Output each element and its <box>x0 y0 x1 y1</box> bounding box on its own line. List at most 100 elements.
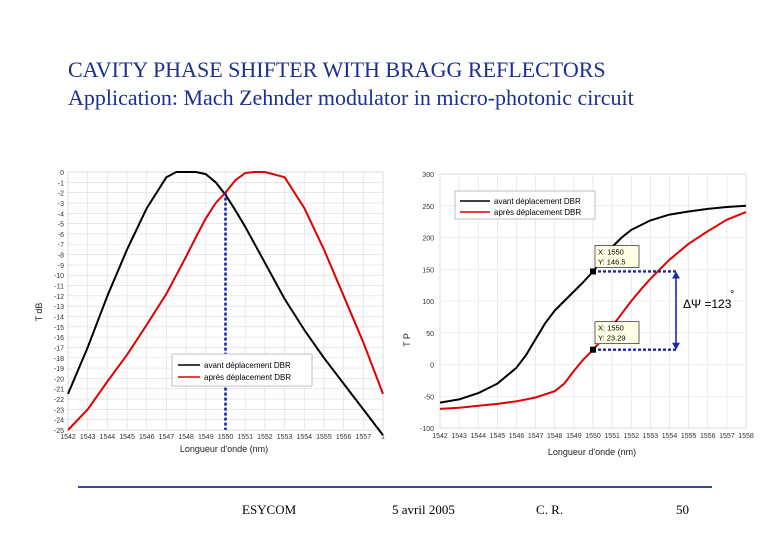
c1-ytick-label: -4 <box>58 211 64 218</box>
c1-xtick-label: 1 <box>381 434 385 441</box>
c2-xtick-label: 1544 <box>470 433 486 440</box>
c1-ytick-label: -24 <box>54 418 64 425</box>
c1-xlabel: Longueur d'onde (nm) <box>180 444 268 454</box>
c1-grid <box>67 171 384 431</box>
c1-ylabel: T dB <box>34 303 44 322</box>
c1-ytick-label: -15 <box>54 325 64 332</box>
c2-xtick-label: 1556 <box>700 433 716 440</box>
footer-author: C. R. <box>536 502 564 517</box>
c2-datatip-point <box>590 346 596 353</box>
c1-legend-label-before: avant déplacement DBR <box>204 361 291 370</box>
c1-ytick-label: -1 <box>58 180 64 187</box>
c2-annotation-text: ΔΨ =123 <box>683 297 732 311</box>
c1-ytick-label: -19 <box>54 366 64 373</box>
c2-datatip-y: Y: 146.5 <box>598 257 626 266</box>
c1-xtick-label: 1547 <box>159 434 175 441</box>
c1-xtick-label: 1546 <box>139 434 155 441</box>
c2-legend-box <box>454 190 596 220</box>
c1-ytick-label: -18 <box>54 356 64 363</box>
c1-xtick-label: 1556 <box>336 434 352 441</box>
c2-datatip-x: X: 1550 <box>598 247 624 256</box>
c2-xtick-label: 1552 <box>623 433 639 440</box>
c2-xlabel: Longueur d'onde (nm) <box>548 447 636 457</box>
c1-xtick-label: 1552 <box>257 434 273 441</box>
c2-series-after-line <box>439 211 747 410</box>
c2-ytick-label: 100 <box>422 299 434 306</box>
c1-ytick-label: -25 <box>54 428 64 435</box>
c1-ytick-label: -12 <box>54 294 64 301</box>
c2-ytick-label: 150 <box>422 267 434 274</box>
c1-ytick-label: -6 <box>58 232 64 239</box>
c1-ytick-label: -2 <box>58 191 64 198</box>
c2-delta-arrow-head-top <box>672 271 680 279</box>
c1-xtick-label: 1543 <box>80 434 96 441</box>
slide-title: CAVITY PHASE SHIFTER WITH BRAGG REFLECTO… <box>68 56 634 112</box>
c2-xtick-label: 1543 <box>451 433 467 440</box>
c2-series-before-line <box>439 204 747 404</box>
c1-legend: avant déplacement DBR après déplacement … <box>171 353 313 387</box>
c2-legend-label-after: après déplacement DBR <box>494 208 581 217</box>
c2-phase-annotation: ΔΨ =123 ° <box>683 289 734 311</box>
c1-xtick-label: 1542 <box>60 434 76 441</box>
c2-xtick-label: 1547 <box>528 433 544 440</box>
c1-xtick-label: 1544 <box>100 434 116 441</box>
c2-xtick-label: 1550 <box>585 433 601 440</box>
c1-ytick-label: -13 <box>54 304 64 311</box>
c1-xtick-label: 1548 <box>178 434 194 441</box>
footer-page-number: 50 <box>676 502 689 517</box>
c2-datatip-point <box>590 268 596 275</box>
c2-xtick-label: 1558 <box>738 433 754 440</box>
c1-ytick-label: 0 <box>60 170 64 177</box>
c1-ytick-label: -21 <box>54 387 64 394</box>
c2-datatip-box <box>594 245 640 268</box>
c2-xtick-label: 1546 <box>509 433 525 440</box>
c1-series-after-line <box>67 171 384 431</box>
c2-xtick-label: 1545 <box>490 433 506 440</box>
c2-xtick-label: 1548 <box>547 433 563 440</box>
c1-ytick-label: -7 <box>58 242 64 249</box>
c2-ytick-label: 200 <box>422 236 434 243</box>
c1-legend-box <box>171 353 313 387</box>
c1-xtick-label: 1554 <box>296 434 312 441</box>
c2-xtick-label: 1557 <box>719 433 735 440</box>
c2-ytick-label: 300 <box>422 172 434 179</box>
c2-datatip-box <box>594 321 640 345</box>
c1-ytick-label: -9 <box>58 263 64 270</box>
c1-ytick-label: -20 <box>54 376 64 383</box>
c1-xtick-label: 1553 <box>277 434 293 441</box>
c1-ytick-label: -17 <box>54 345 64 352</box>
c2-xtick-label: 1549 <box>566 433 582 440</box>
c1-legend-label-after: après déplacement DBR <box>204 373 291 382</box>
c2-datatip-y: Y: 23.29 <box>598 334 626 343</box>
c1-series-lines <box>67 171 384 436</box>
c2-datatip-x: X: 1550 <box>598 324 624 333</box>
c1-ytick-label: -14 <box>54 314 64 321</box>
c2-xtick-label: 1554 <box>662 433 678 440</box>
c2-annotation-degree: ° <box>730 289 734 301</box>
c2-delta-arrow-head-bottom <box>672 342 680 350</box>
c1-ytick-label: -5 <box>58 222 64 229</box>
c1-xtick-label: 1557 <box>356 434 372 441</box>
c2-xtick-label: 1553 <box>643 433 659 440</box>
c1-xtick-label: 1555 <box>316 434 332 441</box>
c2-ytick-label: 0 <box>430 363 434 370</box>
c1-ytick-label: -10 <box>54 273 64 280</box>
c1-xtick-label: 1551 <box>237 434 253 441</box>
c2-ylabel: T P <box>402 333 412 347</box>
c2-series-lines <box>439 204 747 410</box>
c1-ytick-label: -22 <box>54 397 64 404</box>
c1-ytick-label: -8 <box>58 253 64 260</box>
footer-divider <box>78 486 712 488</box>
c1-ytick-label: -16 <box>54 335 64 342</box>
c1-xtick-label: 1549 <box>198 434 214 441</box>
c1-ytick-label: -11 <box>54 284 64 291</box>
c2-xtick-label: 1551 <box>604 433 620 440</box>
c2-ytick-label: -50 <box>424 394 434 401</box>
c2-xtick-label: 1555 <box>681 433 697 440</box>
c1-ytick-label: -23 <box>54 407 64 414</box>
c2-ytick-label: 250 <box>422 204 434 211</box>
